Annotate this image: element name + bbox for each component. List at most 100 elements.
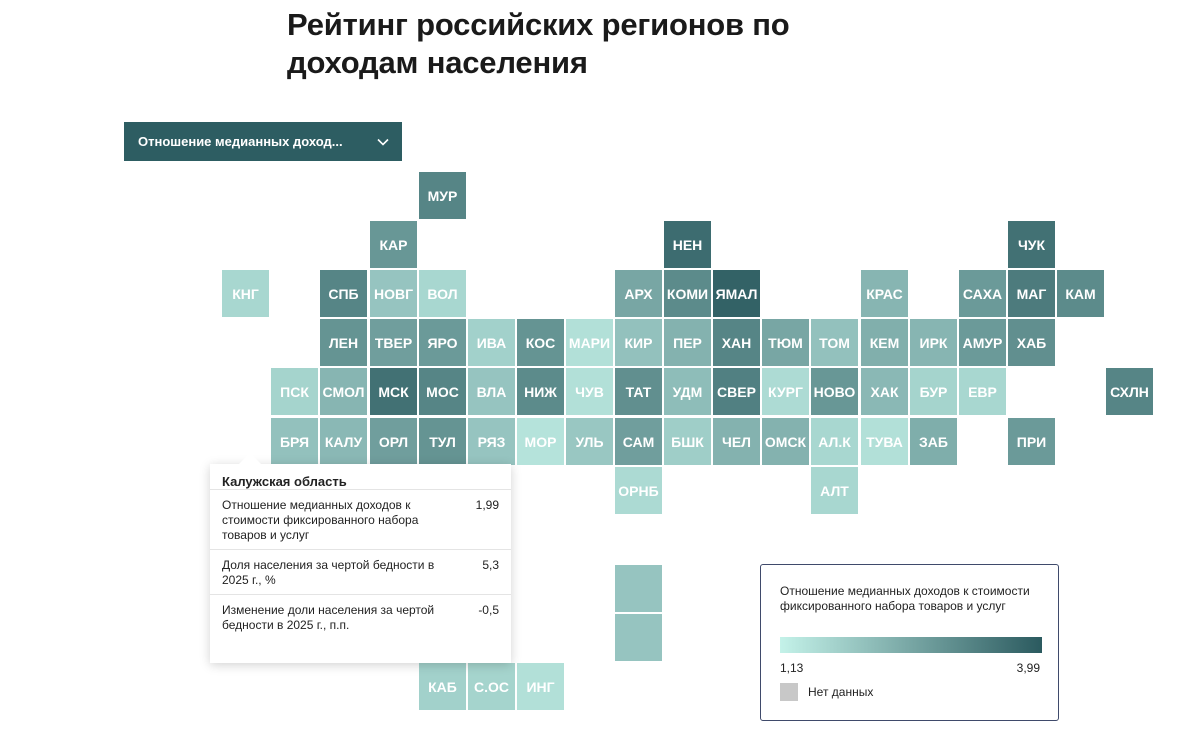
region-tile-ХАК[interactable]: ХАК <box>861 368 908 415</box>
region-tile-ЧУК[interactable]: ЧУК <box>1008 221 1055 268</box>
region-tile-ТВЕР[interactable]: ТВЕР <box>370 319 417 366</box>
legend-no-data-label: Нет данных <box>808 685 874 699</box>
region-tile-label: РЯЗ <box>477 433 506 450</box>
region-tile-МАГ[interactable]: МАГ <box>1008 270 1055 317</box>
region-tile-label: ТЮМ <box>768 334 803 351</box>
tooltip-row-value: 1,99 <box>475 498 499 512</box>
region-tile-ЧЕЛ[interactable]: ЧЕЛ <box>713 418 760 465</box>
region-tile-КАР[interactable]: КАР <box>370 221 417 268</box>
region-tile-АРХ[interactable]: АРХ <box>615 270 662 317</box>
region-tile-label: АРХ <box>624 285 653 302</box>
region-tile-КАЛУ[interactable]: КАЛУ <box>320 418 367 465</box>
region-tile-label: ТОМ <box>819 334 850 351</box>
region-tile-СВЕР[interactable]: СВЕР <box>713 368 760 415</box>
region-tile-МСК[interactable]: МСК <box>370 368 417 415</box>
region-tile-label: АЛТ <box>820 482 849 499</box>
region-tile-БРЯ[interactable]: БРЯ <box>271 418 318 465</box>
region-tile-ЛЕН[interactable]: ЛЕН <box>320 319 367 366</box>
region-tile-СПБ[interactable]: СПБ <box>320 270 367 317</box>
region-tile[interactable] <box>615 614 662 661</box>
region-tile-ОРНБ[interactable]: ОРНБ <box>615 467 662 514</box>
region-tile-ТУВА[interactable]: ТУВА <box>861 418 908 465</box>
region-tile-ТУЛ[interactable]: ТУЛ <box>419 418 466 465</box>
region-tile-КУРГ[interactable]: КУРГ <box>762 368 809 415</box>
region-tile-label: ИНГ <box>526 678 555 695</box>
tooltip-row-label: Изменение доли населения за чертой бедно… <box>222 603 435 632</box>
legend-title: Отношение медианных доходов к стоимости … <box>780 584 1030 613</box>
region-tile-КАМ[interactable]: КАМ <box>1057 270 1104 317</box>
region-tile-ТОМ[interactable]: ТОМ <box>811 319 858 366</box>
region-tile-label: НОВГ <box>373 285 414 302</box>
region-tile-КРАС[interactable]: КРАС <box>861 270 908 317</box>
region-tile-ХАН[interactable]: ХАН <box>713 319 760 366</box>
region-tile-ОРЛ[interactable]: ОРЛ <box>370 418 417 465</box>
region-tile-МОР[interactable]: МОР <box>517 418 564 465</box>
region-tile-БШК[interactable]: БШК <box>664 418 711 465</box>
region-tile-ПЕР[interactable]: ПЕР <box>664 319 711 366</box>
region-tile[interactable] <box>615 565 662 612</box>
region-tile-НЕН[interactable]: НЕН <box>664 221 711 268</box>
region-tile-АЛТ[interactable]: АЛТ <box>811 467 858 514</box>
region-tile-ИРК[interactable]: ИРК <box>910 319 957 366</box>
tooltip-region-name: Калужская область <box>210 464 511 490</box>
region-tile-ЯМАЛ[interactable]: ЯМАЛ <box>713 270 760 317</box>
region-tile-label: НЕН <box>672 236 703 253</box>
region-tile-ЯРО[interactable]: ЯРО <box>419 319 466 366</box>
region-tile-КНГ[interactable]: КНГ <box>222 270 269 317</box>
region-tile-label: ЗАБ <box>919 433 948 450</box>
region-tile-label: ВОЛ <box>427 285 458 302</box>
region-tile-label: ВЛА <box>476 383 507 400</box>
region-tile-ВЛА[interactable]: ВЛА <box>468 368 515 415</box>
region-tile-С.ОС[interactable]: С.ОС <box>468 663 515 710</box>
region-tile-ЧУВ[interactable]: ЧУВ <box>566 368 613 415</box>
region-tile-КОМИ[interactable]: КОМИ <box>664 270 711 317</box>
region-tile-СХЛН[interactable]: СХЛН <box>1106 368 1153 415</box>
region-tile-ОМСК[interactable]: ОМСК <box>762 418 809 465</box>
region-tile-label: КИР <box>624 334 653 351</box>
region-tile-label: ЧУК <box>1017 236 1046 253</box>
region-tile-label: СВЕР <box>717 383 756 400</box>
region-tile-label: ЧУВ <box>575 383 604 400</box>
region-tile-label: МСК <box>378 383 409 400</box>
region-tile-МАРИ[interactable]: МАРИ <box>566 319 613 366</box>
region-tile-НОВО[interactable]: НОВО <box>811 368 858 415</box>
region-tile-УЛЬ[interactable]: УЛЬ <box>566 418 613 465</box>
region-tile-label: МОС <box>426 383 459 400</box>
region-tile-КОС[interactable]: КОС <box>517 319 564 366</box>
region-tile-ИВА[interactable]: ИВА <box>468 319 515 366</box>
tooltip-row-value: 5,3 <box>482 558 499 572</box>
region-tile-РЯЗ[interactable]: РЯЗ <box>468 418 515 465</box>
region-tile-ЗАБ[interactable]: ЗАБ <box>910 418 957 465</box>
region-tile-СМОЛ[interactable]: СМОЛ <box>320 368 367 415</box>
region-tile-БУР[interactable]: БУР <box>910 368 957 415</box>
region-tile-label: ЧЕЛ <box>722 433 751 450</box>
region-tile-ТАТ[interactable]: ТАТ <box>615 368 662 415</box>
legend-gradient-bar <box>780 637 1042 653</box>
region-tile-КАБ[interactable]: КАБ <box>419 663 466 710</box>
region-tile-label: АЛ.К <box>818 433 851 450</box>
region-tile-КИР[interactable]: КИР <box>615 319 662 366</box>
region-tile-ТЮМ[interactable]: ТЮМ <box>762 319 809 366</box>
legend-min-value: 1,13 <box>780 661 804 675</box>
region-tile-ВОЛ[interactable]: ВОЛ <box>419 270 466 317</box>
metric-select[interactable]: Отношение медианных доход... <box>124 122 402 161</box>
region-tile-САМ[interactable]: САМ <box>615 418 662 465</box>
region-tile-МОС[interactable]: МОС <box>419 368 466 415</box>
region-tile-САХА[interactable]: САХА <box>959 270 1006 317</box>
region-tile-ХАБ[interactable]: ХАБ <box>1008 319 1055 366</box>
region-tile-АЛ.К[interactable]: АЛ.К <box>811 418 858 465</box>
region-tile-АМУР[interactable]: АМУР <box>959 319 1006 366</box>
region-tile-МУР[interactable]: МУР <box>419 172 466 219</box>
region-tile-ЕВР[interactable]: ЕВР <box>959 368 1006 415</box>
tooltip-row-label: Отношение медианных доходов к стоимости … <box>222 498 419 542</box>
region-tile-label: КРАС <box>866 285 903 302</box>
region-tile-УДМ[interactable]: УДМ <box>664 368 711 415</box>
region-tile-label: КНГ <box>232 285 259 302</box>
region-tile-ПСК[interactable]: ПСК <box>271 368 318 415</box>
region-tile-НИЖ[interactable]: НИЖ <box>517 368 564 415</box>
region-tile-ИНГ[interactable]: ИНГ <box>517 663 564 710</box>
region-tile-НОВГ[interactable]: НОВГ <box>370 270 417 317</box>
region-tile-ПРИ[interactable]: ПРИ <box>1008 418 1055 465</box>
region-tile-label: МАГ <box>1016 285 1047 302</box>
region-tile-КЕМ[interactable]: КЕМ <box>861 319 908 366</box>
